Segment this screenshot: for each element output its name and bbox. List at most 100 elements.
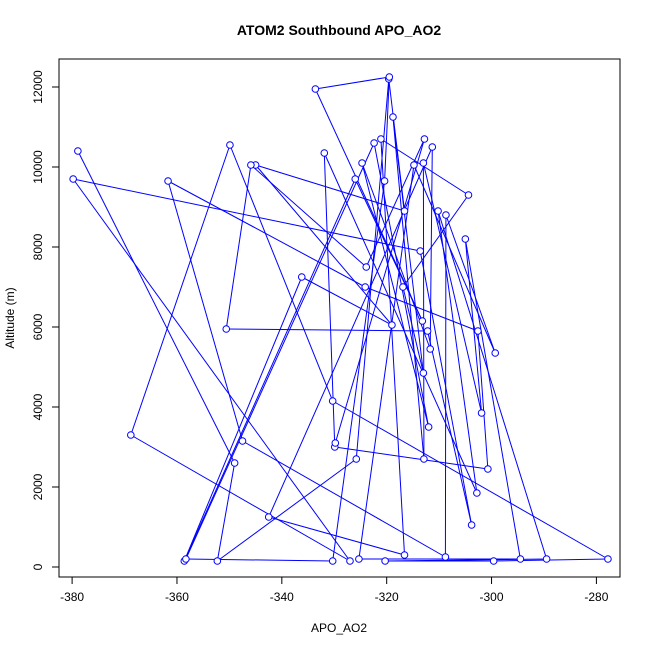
data-point [182,555,190,563]
data-point [419,159,428,167]
data-point [226,141,234,149]
data-point [297,273,306,281]
series-segment [464,238,521,560]
data-point [69,175,77,183]
data-point [489,557,498,565]
series-segment [314,88,423,322]
series-segment [268,516,405,556]
series-segment [365,138,425,268]
series-segment [301,276,393,326]
data-point [419,369,428,377]
data-point [542,555,551,563]
series-segment [437,210,548,560]
series-segment [402,194,469,288]
data-point [74,147,82,155]
series-segment [315,76,390,90]
series-segment [402,286,424,374]
data-point [423,327,432,335]
data-point [362,263,371,271]
y-tick-label: 12000 [31,70,45,104]
x-axis-label: APO_AO2 [311,621,367,635]
series-segment [422,162,483,414]
y-tick-label: 0 [31,563,45,570]
chart-title: ATOM2 Southbound APO_AO2 [237,22,442,38]
series-segment [242,440,446,558]
series-segment [332,400,609,560]
data-point [222,325,231,333]
data-point [164,177,172,185]
series-segment [477,330,489,470]
data-point [377,135,385,143]
data-point [127,431,135,439]
data-point [389,113,397,121]
data-point [477,409,486,417]
series-segment [225,164,252,330]
data-point [331,439,340,447]
series-segment [392,116,424,374]
data-point [410,161,418,169]
series-segment [380,138,406,556]
y-axis: 0 2000 4000 6000 8000 10000 12000 [31,70,60,570]
series-segment [422,162,425,460]
data-point [213,557,222,565]
x-tick-label: -380 [60,590,84,604]
data-point [388,321,396,329]
data-point [418,317,427,325]
data-point [442,211,450,219]
data-point [464,191,473,199]
series-segment [130,434,351,562]
series-segment [77,150,236,464]
series-segment [217,458,357,562]
data-point [370,139,378,147]
series-segment [255,164,405,212]
series-segment [445,214,496,354]
series-segment [229,144,334,402]
y-tick-label: 10000 [31,150,45,184]
series-segment [185,558,333,562]
series-segment [226,328,428,332]
data-point [352,455,361,463]
data-point [264,513,273,521]
data-point [381,557,389,565]
data-point [400,551,409,559]
plot-frame [58,58,621,578]
y-axis-label: Altitude (m) [3,287,17,348]
series-segment [392,116,425,460]
series-segment [413,164,496,354]
data-point [484,465,492,473]
series-segment [427,330,473,526]
data-point [311,85,320,93]
data-point [473,489,481,497]
data-point [399,283,407,291]
series-segment [493,558,608,562]
data-point [328,557,337,565]
series-layer [69,73,612,565]
x-axis: -380 -360 -340 -320 -300 -280 [60,576,609,604]
data-point [238,437,247,445]
series-segment [183,276,303,562]
data-point [230,459,239,467]
series-segment [437,210,478,494]
y-tick-label: 6000 [31,313,45,340]
series-segment [167,180,243,442]
data-point [380,177,389,185]
series-segment [183,178,356,562]
x-tick-label: -360 [165,590,189,604]
x-tick-label: -340 [270,590,294,604]
series-segment [334,138,425,444]
data-point [434,207,442,215]
series-segment [255,164,393,326]
series-segment [130,144,231,436]
data-point [491,349,500,357]
series-segment [167,180,366,288]
series-segment [419,250,473,526]
data-point [358,159,366,167]
series-segment [365,286,479,332]
data-point [604,555,612,563]
y-tick-label: 8000 [31,233,45,260]
data-point [355,555,363,563]
series-segment [185,142,375,560]
data-point [351,175,360,183]
